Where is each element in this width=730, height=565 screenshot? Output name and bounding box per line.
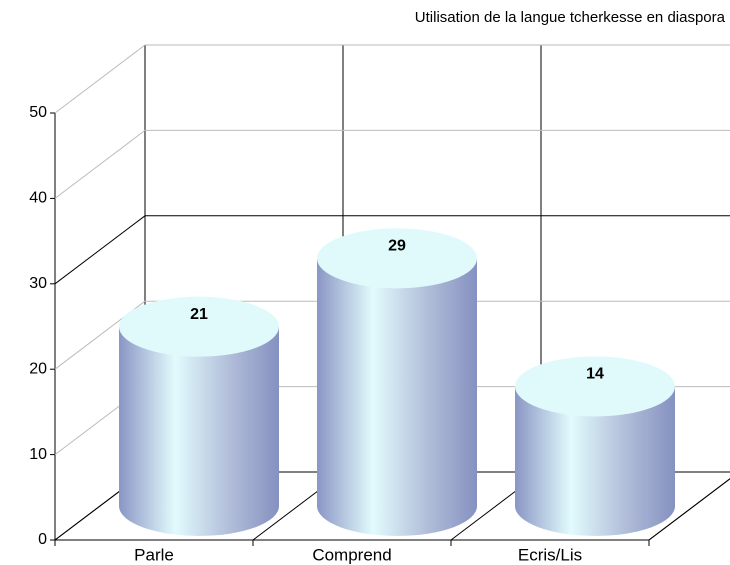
y-tick-label: 50 xyxy=(29,104,47,121)
bar xyxy=(119,326,279,536)
x-tick-label: Parle xyxy=(134,545,174,564)
grid-line xyxy=(54,44,146,114)
bar xyxy=(317,258,477,536)
y-tick-label: 20 xyxy=(29,360,47,377)
bar-top xyxy=(317,228,477,289)
bar-top xyxy=(515,356,675,417)
value-label: 21 xyxy=(190,306,208,323)
y-tick-label: 30 xyxy=(29,275,47,292)
value-label: 14 xyxy=(586,366,604,383)
floor-divider xyxy=(648,478,730,541)
bar-top xyxy=(119,296,279,357)
value-label: 29 xyxy=(388,238,406,255)
x-tick-label: Comprend xyxy=(312,545,391,564)
bar xyxy=(515,386,675,536)
grid-line xyxy=(54,215,146,285)
y-tick-label: 10 xyxy=(29,446,47,463)
chart-title: Utilisation de la langue tcherkesse en d… xyxy=(415,9,726,26)
y-tick-label: 40 xyxy=(29,190,47,207)
grid-line xyxy=(54,130,146,199)
x-tick-label: Ecris/Lis xyxy=(518,545,582,564)
y-tick-label: 0 xyxy=(38,531,47,548)
